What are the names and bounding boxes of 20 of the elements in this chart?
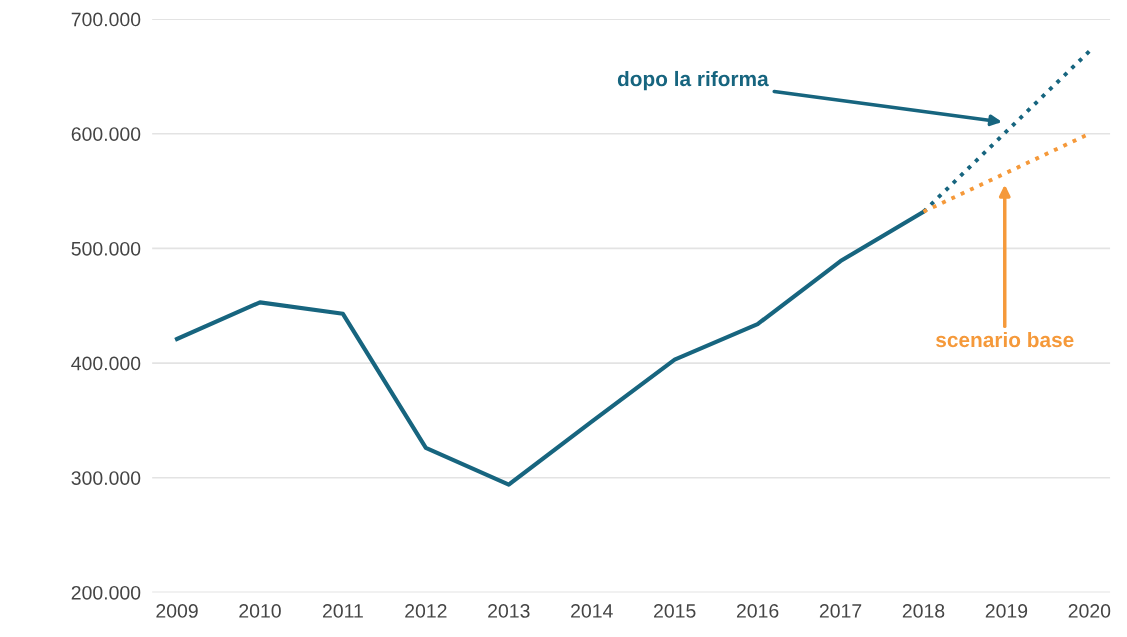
x-tick-label: 2015 bbox=[654, 604, 696, 618]
y-tick-label: 300.000 bbox=[71, 471, 141, 485]
x-tick-label: 2016 bbox=[736, 604, 779, 618]
x-tick-label: 2009 bbox=[156, 604, 198, 618]
y-tick-label: 500.000 bbox=[71, 241, 141, 256]
x-tick-label: 2011 bbox=[322, 604, 363, 618]
x-tick-label: 2010 bbox=[239, 604, 281, 618]
y-tick-label: 600.000 bbox=[71, 127, 141, 142]
x-tick-label: 2014 bbox=[571, 604, 613, 618]
x-tick-label: 2013 bbox=[488, 604, 530, 618]
y-tick-label: 700.000 bbox=[71, 12, 141, 27]
x-tick-label: 2019 bbox=[985, 604, 1028, 618]
y-tick-label: 200.000 bbox=[71, 585, 141, 600]
x-tick-label: 2018 bbox=[902, 604, 945, 618]
x-tick-label: 2017 bbox=[819, 604, 862, 618]
text: dopo la riforma bbox=[617, 70, 769, 91]
x-tick-label: 2012 bbox=[405, 604, 447, 618]
x-tick-label: 2020 bbox=[1068, 604, 1111, 618]
text: scenario base bbox=[936, 331, 1074, 348]
y-tick-label: 400.000 bbox=[71, 356, 141, 371]
